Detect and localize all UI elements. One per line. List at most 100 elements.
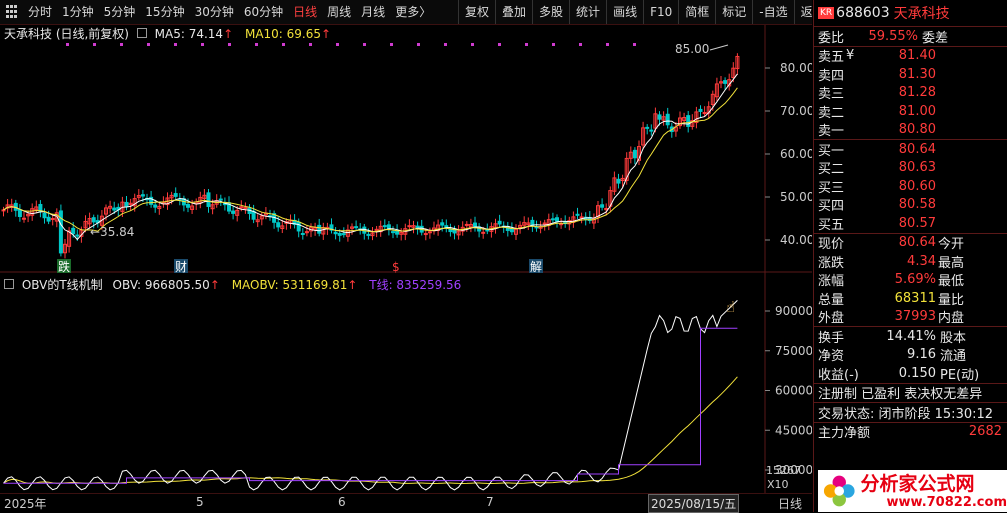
toolbar-button[interactable]: 多股: [532, 0, 569, 24]
menu-grid-icon[interactable]: [6, 5, 20, 19]
period-label: 日线: [778, 495, 802, 512]
event-marker: 解: [530, 260, 542, 274]
price-tick-label: 60.00: [780, 147, 812, 161]
toolbar-button[interactable]: 叠加: [495, 0, 532, 24]
candle-body: [334, 232, 337, 233]
stat-label-2: 内盘: [938, 307, 964, 326]
price-tick-label: 50.00: [780, 190, 812, 204]
signal-dot: [255, 43, 258, 46]
main-flow-value: 2682: [969, 424, 1002, 439]
stat-label-2: PE(动): [940, 364, 979, 383]
kline-chart[interactable]: 80.0070.0060.0050.0040.00900007500060000…: [0, 25, 812, 493]
flower-logo-icon: [822, 473, 857, 509]
signal-dot: [606, 43, 609, 46]
stat-label: 收益(-): [818, 364, 866, 383]
signal-dot: [228, 43, 231, 46]
toolbar-button[interactable]: 复权: [458, 0, 495, 24]
info-square-icon: [137, 28, 147, 38]
period-tab[interactable]: 分时: [23, 0, 57, 24]
bid-label: 买四: [818, 195, 866, 214]
candle-body: [560, 224, 563, 225]
toolbar-button[interactable]: 统计: [569, 0, 606, 24]
ma10-label: MA10: 69.65: [245, 27, 321, 41]
period-tab[interactable]: 5分钟: [99, 0, 141, 24]
candle-body: [687, 116, 690, 127]
candle-body: [646, 127, 649, 128]
candle-body: [72, 228, 75, 233]
candle-body: [408, 226, 411, 227]
signal-dot: [93, 43, 96, 46]
signal-dot: [390, 43, 393, 46]
stat-label-2: 股本: [940, 327, 966, 346]
obv-label: OBV: 966805.50: [113, 278, 210, 292]
sub-info-line: OBV的T线机制 OBV: 966805.50↑ MAOBV: 531169.8…: [4, 276, 461, 293]
candle-body: [277, 223, 280, 227]
main-flow-row: 主力净额 2682: [814, 423, 1007, 442]
period-tab[interactable]: 60分钟: [239, 0, 288, 24]
candle-body: [355, 227, 358, 228]
ask-label: 卖一: [818, 120, 846, 139]
candle-body: [510, 229, 513, 232]
price-tick-label: 40.00: [780, 233, 812, 247]
site-logo: 分析家公式网 www.70822.com: [818, 470, 1007, 512]
obv-unit-label: X10: [767, 478, 789, 491]
stat-value: 5.69%: [858, 272, 936, 287]
month-label-6: 6: [338, 495, 346, 509]
bid-label: 买五: [818, 214, 866, 233]
tline-line: [4, 328, 738, 483]
candle-body: [576, 214, 579, 215]
candle-body: [449, 230, 452, 232]
candle-body: [580, 217, 583, 218]
candle-body: [23, 218, 26, 219]
stock-name: 天承科技: [894, 3, 950, 23]
candle-body: [244, 208, 247, 209]
obv-tick-label: 60000: [775, 384, 812, 398]
candle-body: [2, 210, 5, 211]
candle-body: [301, 233, 304, 234]
hand-cursor-icon: ☝: [726, 298, 735, 316]
month-label-5: 5: [196, 495, 204, 509]
low-price-label: ←35.84: [90, 225, 134, 239]
main-title: 天承科技 (日线,前复权): [4, 27, 129, 41]
weibi-label: 委比: [818, 27, 844, 46]
period-tab[interactable]: 30分钟: [190, 0, 239, 24]
toolbar-button[interactable]: 简框: [678, 0, 715, 24]
main-flow-label: 主力净额: [818, 422, 870, 441]
candle-body: [551, 219, 554, 220]
stat-label: 涨跌: [818, 252, 858, 271]
toolbar-button[interactable]: -自选: [752, 0, 793, 24]
period-tab[interactable]: 15分钟: [140, 0, 189, 24]
candle-body: [125, 202, 128, 206]
signal-dot: [282, 43, 285, 46]
logo-url: www.70822.com: [887, 495, 1007, 510]
candle-body: [441, 223, 444, 225]
period-tab[interactable]: 日线: [288, 0, 322, 24]
stock-code: 688603: [836, 5, 889, 21]
signal-dot: [309, 43, 312, 46]
stat-label: 涨幅: [818, 270, 858, 289]
bid-label: 买二: [818, 158, 866, 177]
toolbar-button[interactable]: 画线: [606, 0, 643, 24]
stat-label: 总量: [818, 289, 858, 308]
candle-body: [601, 205, 604, 207]
signal-dot: [552, 43, 555, 46]
period-tab[interactable]: 1分钟: [57, 0, 99, 24]
toolbar-button[interactable]: 标记: [715, 0, 752, 24]
event-marker: 跌: [58, 259, 70, 274]
stat-label-2: 最低: [938, 270, 964, 289]
period-tab[interactable]: 月线: [356, 0, 390, 24]
period-tab[interactable]: 更多〉: [390, 0, 436, 24]
stat-value: 14.41%: [866, 329, 936, 344]
event-marker: 财: [175, 260, 187, 274]
candle-body: [141, 195, 144, 196]
month-label-7: 7: [486, 495, 494, 509]
bid-price: 80.57: [866, 216, 936, 231]
stat-value: 37993: [858, 309, 936, 324]
signal-dot: [336, 43, 339, 46]
period-tab[interactable]: 周线: [322, 0, 356, 24]
toolbar-button[interactable]: F10: [643, 0, 678, 24]
